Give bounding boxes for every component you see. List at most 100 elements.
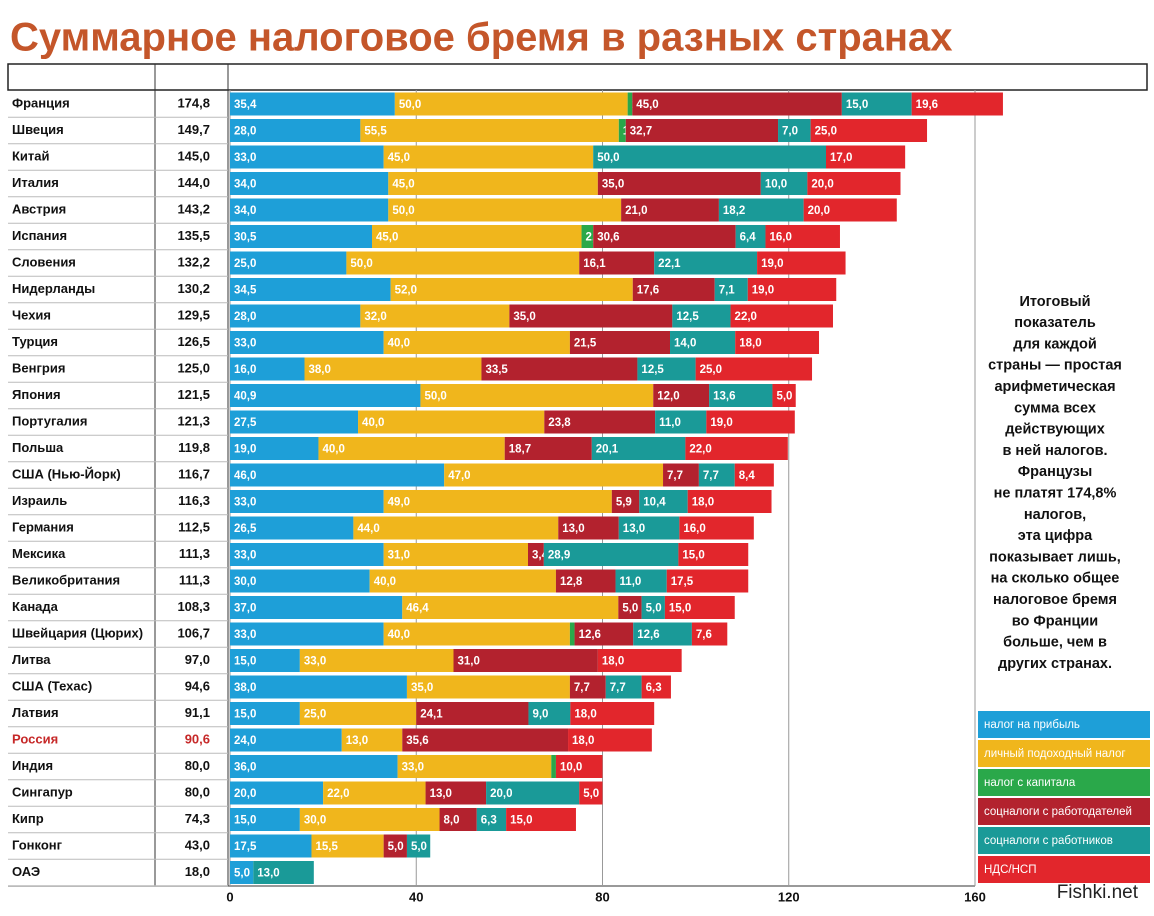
value-label: 45,0 [376,232,398,244]
value-label: 32,7 [630,126,652,138]
value-label: 30,5 [234,232,257,244]
value-label: 18,0 [739,338,761,350]
value-label: 7,0 [782,126,798,138]
value-label: 27,5 [234,417,257,429]
value-label: 13,0 [257,868,279,880]
total-label: 125,0 [177,360,210,375]
bar-segment [698,463,735,487]
total-label: 119,8 [178,440,210,455]
value-label: 19,0 [234,444,256,456]
bar-segment [230,516,354,540]
bar-segment [416,702,529,725]
bar-segment [810,119,928,142]
bar-segment [747,278,837,301]
total-label: 94,6 [185,678,210,693]
bar-segment [230,384,421,407]
total-label: 111,3 [179,572,210,587]
value-label: 40,0 [388,629,410,641]
value-label: 21,5 [574,338,597,350]
bar-segment [230,728,342,752]
annotation: во Франции [1012,613,1098,629]
bar-segment [528,702,571,725]
value-label: 8,0 [444,815,460,827]
value-label: 40,0 [362,417,384,429]
value-label: 5,9 [616,497,632,509]
bar-segment [397,755,552,778]
category-label: Кипр [12,811,44,826]
bar-segment [593,225,736,248]
bar-segment [425,781,487,805]
value-label: 30,0 [304,815,326,827]
value-label: 11,0 [659,417,681,429]
bar-segment [230,834,312,858]
value-label: 14,0 [674,338,696,350]
bar-segment [230,198,389,222]
bar-segment [506,808,576,831]
category-label: Россия [12,731,58,746]
bar-segment [323,781,426,805]
bar-segment [230,622,384,646]
bar-segment [593,145,826,169]
value-label: 25,0 [234,258,256,270]
total-label: 97,0 [185,652,210,667]
bar-segment [543,543,679,566]
annotation: действующих [1005,422,1105,438]
annotation: Французы [1018,464,1092,480]
bar-segment [555,755,603,778]
category-label: Сингапур [12,784,73,799]
value-label: 35,0 [602,179,624,191]
bar-segment [597,172,761,195]
value-label: 5,0 [646,603,662,615]
bar-segment [230,675,407,699]
value-label: 12,5 [676,311,699,323]
value-label: 19,0 [710,417,732,429]
bar-segment [230,437,319,460]
value-label: 12,6 [637,629,659,641]
bar-segment [230,702,300,725]
bar-segment [383,543,528,566]
bar-segment [826,145,906,169]
bar-segment [230,596,403,619]
value-label: 16,0 [234,364,256,376]
annotation: показывает лишь, [989,549,1121,565]
annotation: на сколько общее [991,571,1120,587]
bar-segment [605,675,642,699]
value-label: 13,0 [562,523,584,535]
bar-segment [621,198,719,222]
value-label: 31,0 [458,656,480,668]
total-label: 74,3 [185,811,210,826]
bar-segment [406,834,431,858]
bar-segment [581,225,594,248]
bar-segment [358,410,545,434]
annotation: больше, чем в [1003,635,1107,651]
annotation: для каждой [1013,336,1096,352]
bar-segment [641,675,671,699]
bar-segment [555,569,616,593]
annotation: эта цифра [1018,528,1093,544]
value-label: 22,0 [327,788,349,800]
value-label: 9,0 [532,709,548,721]
bar-segment [528,543,544,566]
bar-segment [360,304,510,328]
value-label: 15,0 [669,603,691,615]
value-label: 11,0 [620,576,642,588]
annotation: страны — простая [988,358,1122,374]
legend-swatch [978,769,1150,796]
bar-segment [569,675,606,699]
bar-segment [778,119,811,142]
bar-segment [230,861,254,884]
value-label: 6,3 [646,682,662,694]
category-label: Германия [12,519,74,534]
bar-segment [388,172,598,195]
category-label: Италия [12,175,59,190]
value-label: 40,9 [234,391,256,403]
bar-segment [639,490,688,513]
category-label: Великобритания [12,572,120,587]
bar-segment [632,278,715,301]
bar-segment [678,543,749,566]
value-label: 18,2 [723,205,745,217]
value-label: 25,0 [700,364,722,376]
value-label: 17,6 [637,285,659,297]
value-label: 30,0 [234,576,256,588]
